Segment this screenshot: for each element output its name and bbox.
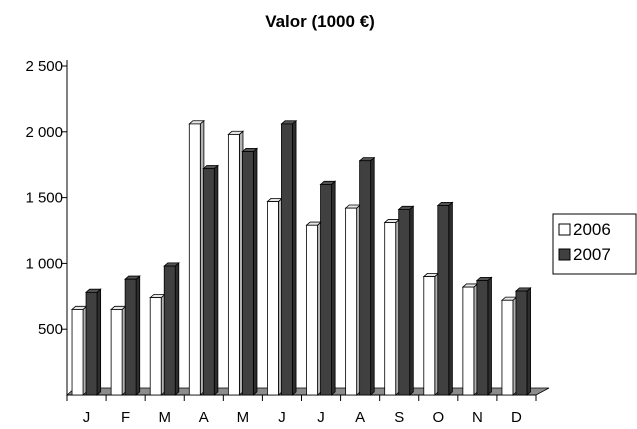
x-tick-label: M [158,409,171,426]
bar-2007-F [125,276,140,395]
bar-2007-S [399,206,414,395]
legend-swatch [559,224,570,235]
bar-2006-D [502,297,517,395]
y-tick-label: 2 000 [25,124,63,141]
x-tick-label: F [121,409,130,426]
y-tick-label: 1 000 [25,255,63,272]
bar-2007-M [242,148,257,395]
x-tick-label: A [199,409,209,426]
bar-2007-M [164,263,179,395]
bar-2006-F [111,306,126,395]
bar-2007-N [477,277,492,395]
x-tick-label: S [394,409,404,426]
legend-label: 2007 [573,245,611,264]
x-tick-label: A [355,409,365,426]
bar-2007-A [203,165,218,395]
bar-2006-O [424,273,439,395]
x-tick-label: O [432,409,444,426]
bar-2007-J [86,289,101,395]
bar-2006-J [307,222,322,395]
legend: 2006 2007 [553,214,636,274]
x-tick-label: N [472,409,483,426]
bar-2006-J [72,306,87,395]
bar-2007-J [281,121,296,395]
bar-2007-J [321,181,336,395]
bar-2007-A [360,158,375,395]
x-tick-label: M [237,409,250,426]
legend-swatch [559,249,570,260]
y-axis-ticks: 2 500 2 000 1 500 1 000 500 [25,58,67,338]
y-tick-label: 500 [38,321,63,338]
x-tick-label: J [278,409,286,426]
bar-2006-N [463,284,478,395]
bar-2006-M [228,131,243,395]
chart-title: Valor (1000 €) [265,12,375,31]
x-tick-label: D [511,409,522,426]
y-tick-label: 2 500 [25,58,63,75]
x-tick-label: J [317,409,325,426]
bars [72,121,531,395]
bar-2006-J [267,198,282,395]
legend-label: 2006 [573,220,611,239]
bar-2006-A [189,121,204,395]
bar-2007-O [438,202,453,395]
x-tick-label: J [83,409,91,426]
bar-2006-M [150,294,165,395]
bar-2006-S [385,219,400,395]
bar-2006-A [346,205,361,395]
bar-2007-D [516,288,531,395]
y-tick-label: 1 500 [25,190,63,207]
